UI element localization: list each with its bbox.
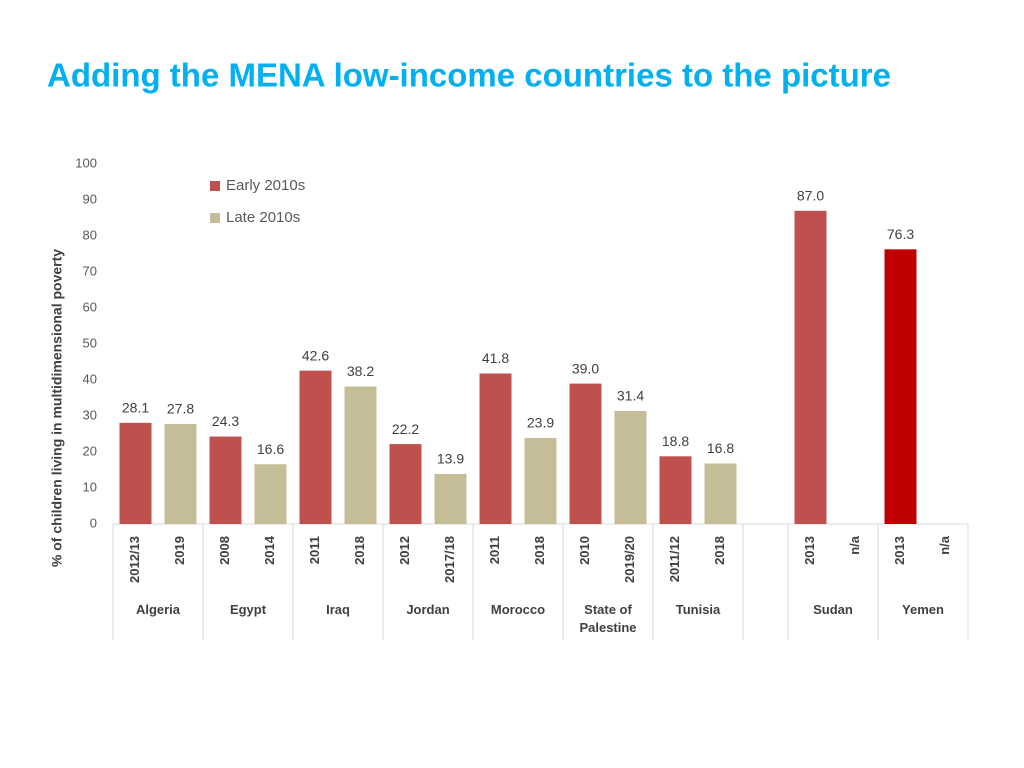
bar-year-label: 2019/20 — [622, 536, 637, 583]
bar — [614, 410, 647, 524]
bar — [884, 249, 917, 524]
y-tick-label: 70 — [83, 263, 97, 278]
bar-year-label: 2011 — [307, 536, 322, 564]
chart-title: Adding the MENA low-income countries to … — [47, 57, 891, 94]
bar-year-label: 2012/13 — [127, 536, 142, 583]
bar-year-label: 2018 — [352, 536, 367, 565]
y-tick-label: 20 — [83, 443, 97, 458]
bar-year-label: 2018 — [712, 536, 727, 565]
category-label: Yemen — [902, 602, 944, 617]
bar — [479, 373, 512, 524]
data-label: 87.0 — [797, 188, 824, 204]
bar — [434, 473, 467, 524]
category-label: State of Palestine — [579, 602, 637, 635]
bar-year-label: 2013 — [892, 536, 907, 565]
data-label: 16.8 — [707, 440, 734, 456]
y-tick-label: 10 — [83, 479, 97, 494]
y-tick-label: 0 — [90, 515, 97, 530]
category-label: Tunisia — [675, 602, 721, 617]
data-label: 41.8 — [482, 350, 509, 366]
category-label: Iraq — [326, 602, 350, 617]
category-label: Egypt — [229, 602, 267, 617]
data-label: 23.9 — [527, 415, 554, 431]
bar — [794, 210, 827, 525]
y-tick-label: 30 — [83, 407, 97, 422]
data-label: 27.8 — [167, 401, 194, 417]
data-label: 24.3 — [212, 413, 239, 429]
bar-year-label: 2012 — [397, 536, 412, 565]
bar — [524, 437, 557, 524]
bar-year-label: 2008 — [217, 536, 232, 565]
bar — [704, 463, 737, 524]
legend-swatch — [210, 213, 220, 223]
bar-year-label: 2013 — [802, 536, 817, 565]
category-label: Algeria — [135, 602, 181, 617]
category-label: Jordan — [406, 602, 450, 617]
bar — [119, 422, 152, 524]
bar-year-label: 2018 — [532, 536, 547, 565]
bar-year-label: 2011/12 — [667, 536, 682, 582]
data-label: 42.6 — [302, 347, 329, 363]
y-tick-label: 100 — [75, 155, 97, 170]
category-label: Morocco — [490, 602, 546, 617]
data-label: 18.8 — [662, 433, 689, 449]
data-label: 28.1 — [122, 400, 149, 416]
data-label: 39.0 — [572, 360, 599, 376]
bar — [569, 383, 602, 524]
legend-swatch — [210, 181, 220, 191]
data-label: 13.9 — [437, 451, 464, 467]
data-label: 22.2 — [392, 421, 419, 437]
y-axis-label: % of children living in multidimensional… — [49, 249, 65, 567]
bar-year-label: 2010 — [577, 536, 592, 565]
bar — [299, 370, 332, 524]
bar-year-label: 2014 — [262, 535, 277, 565]
bar — [164, 423, 197, 524]
y-tick-label: 40 — [83, 371, 97, 386]
bar — [344, 386, 377, 524]
y-tick-label: 90 — [83, 191, 97, 206]
data-label: 16.6 — [257, 441, 284, 457]
legend-label: Early 2010s — [226, 177, 305, 194]
bar — [209, 436, 242, 524]
data-label: 38.2 — [347, 363, 374, 379]
bar-year-label: n/a — [937, 535, 952, 555]
bar-year-label: 2019 — [172, 536, 187, 565]
bar — [659, 456, 692, 524]
bar-year-label: 2011 — [487, 536, 502, 564]
bar-year-label: 2017/18 — [442, 536, 457, 583]
data-label: 76.3 — [887, 226, 914, 242]
category-label: Sudan — [813, 602, 853, 617]
y-tick-label: 50 — [83, 335, 97, 350]
bar-year-label: n/a — [847, 535, 862, 555]
legend-label: Late 2010s — [226, 209, 300, 226]
y-tick-label: 60 — [83, 299, 97, 314]
bar — [254, 464, 287, 524]
y-tick-label: 80 — [83, 227, 97, 242]
bar — [389, 444, 422, 524]
data-label: 31.4 — [617, 388, 644, 404]
